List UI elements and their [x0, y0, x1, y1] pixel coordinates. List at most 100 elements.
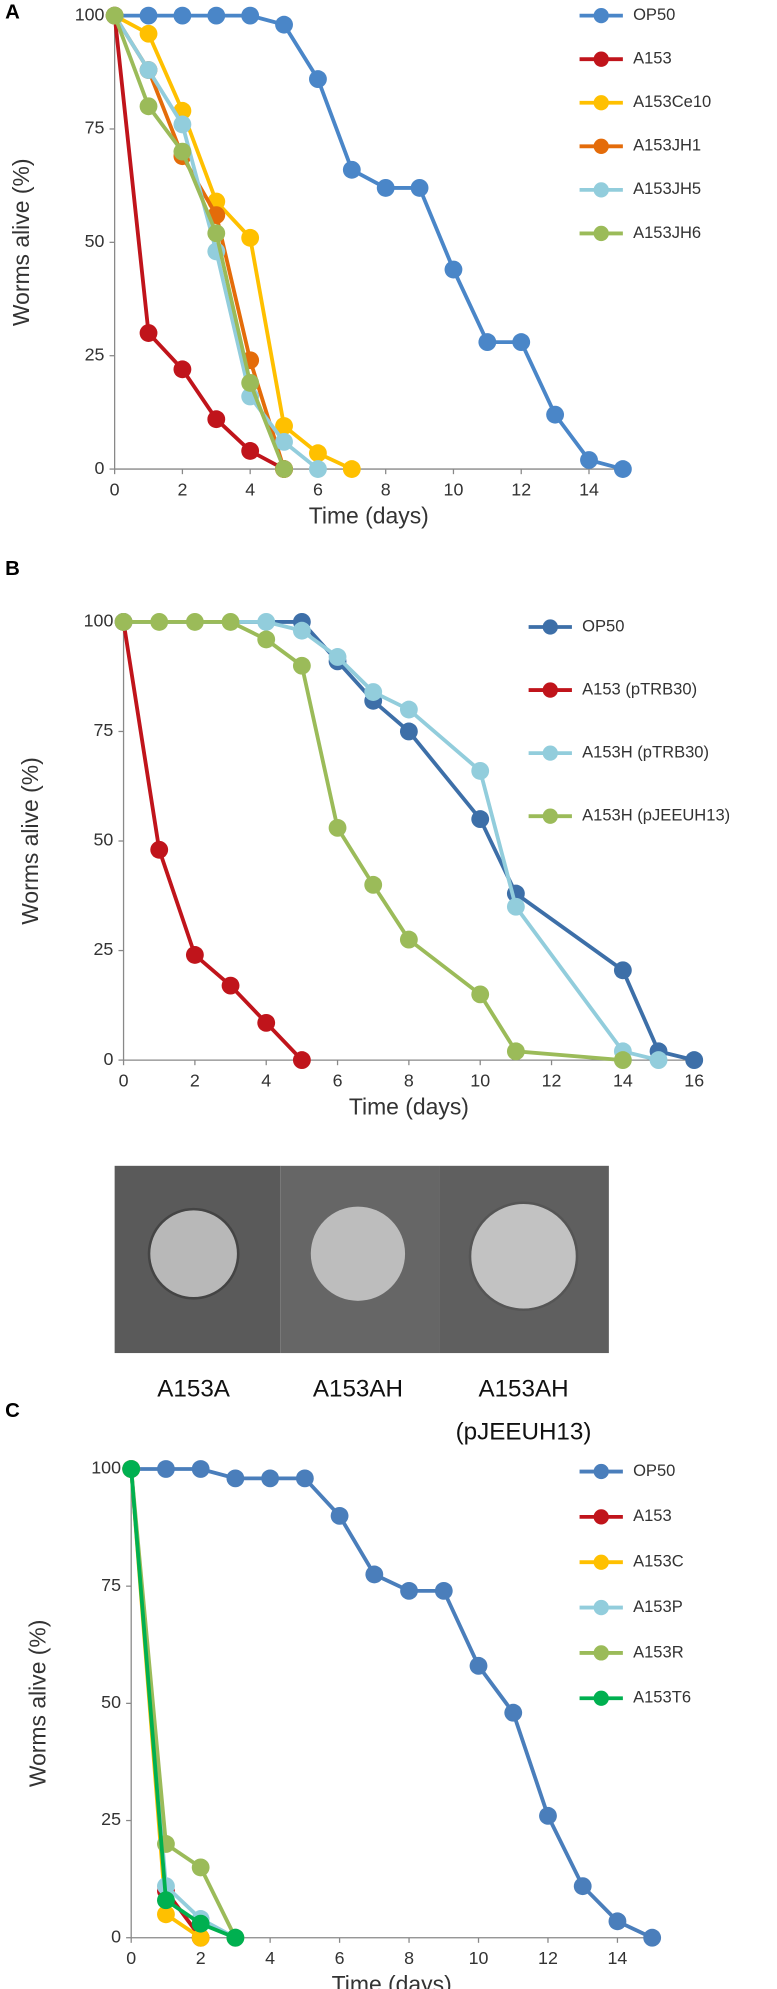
data-point	[191, 1914, 210, 1933]
series	[122, 1460, 245, 1947]
legend-label: A153 (pTRB30)	[582, 679, 697, 698]
data-point	[257, 1013, 276, 1032]
series	[122, 1460, 245, 1947]
data-point	[504, 1703, 523, 1722]
legend-label: A153T6	[633, 1688, 691, 1707]
colony	[468, 1201, 579, 1312]
data-point	[191, 1460, 210, 1478]
series	[105, 6, 293, 478]
x-tick-label: 14	[579, 479, 599, 499]
data-point	[295, 1469, 314, 1488]
data-point	[309, 444, 327, 463]
y-axis-title: Worms alive (%)	[8, 159, 34, 327]
data-point	[364, 875, 383, 894]
data-point	[105, 6, 124, 25]
legend-marker	[593, 95, 609, 111]
data-point	[613, 961, 632, 980]
data-point	[399, 700, 418, 719]
data-point	[226, 1928, 245, 1947]
data-point	[512, 333, 531, 352]
data-point	[685, 1051, 704, 1070]
data-point	[275, 15, 293, 34]
data-point	[257, 630, 276, 649]
data-point	[365, 1565, 384, 1584]
x-tick-label: 8	[404, 1070, 414, 1090]
data-point	[309, 70, 327, 89]
legend-label: A153H (pJEEUH13)	[582, 806, 730, 825]
x-tick-label: 12	[511, 479, 531, 499]
data-point	[157, 1460, 175, 1478]
legend-marker	[593, 225, 609, 242]
legend-marker	[593, 138, 609, 154]
legend-label: A153JH5	[633, 179, 701, 198]
x-tick-label: 14	[608, 1948, 628, 1968]
photo-label: (pJEEUH13)	[456, 1419, 592, 1446]
x-tick-label: 8	[404, 1948, 414, 1968]
legend-label: A153P	[633, 1597, 683, 1616]
legend-marker	[593, 1509, 609, 1525]
photo-label: A153AH	[478, 1375, 568, 1402]
legend-marker	[593, 1599, 609, 1616]
series	[122, 1460, 245, 1947]
x-tick-label: 4	[261, 1070, 271, 1090]
data-point	[608, 1912, 627, 1931]
data-point	[506, 1042, 525, 1061]
data-point	[399, 722, 418, 741]
data-point	[173, 6, 192, 25]
data-point	[139, 97, 158, 116]
data-point	[221, 976, 240, 995]
y-tick-label: 100	[75, 4, 105, 24]
data-point	[471, 985, 490, 1004]
colony	[147, 1207, 240, 1300]
x-tick-label: 8	[381, 479, 391, 499]
y-tick-label: 100	[91, 1458, 121, 1478]
x-axis-title: Time (days)	[309, 503, 429, 529]
data-point	[400, 1581, 418, 1600]
data-point	[573, 1877, 592, 1896]
data-point	[257, 613, 276, 631]
data-point	[157, 1891, 175, 1910]
data-point	[139, 324, 158, 342]
data-point	[328, 648, 347, 666]
data-point	[173, 360, 192, 379]
data-point	[241, 228, 260, 247]
legend-marker	[593, 51, 609, 67]
legend-label: OP50	[633, 1461, 675, 1480]
legend-label: OP50	[633, 5, 675, 24]
data-point	[207, 410, 226, 429]
legend-marker	[593, 182, 609, 198]
data-point	[122, 1460, 141, 1478]
x-axis-title: Time (days)	[349, 1094, 469, 1120]
legend-marker	[542, 808, 558, 824]
data-point	[613, 460, 632, 478]
data-point	[191, 1928, 210, 1947]
data-point	[241, 6, 260, 25]
x-axis-title: Time (days)	[332, 1971, 452, 1989]
data-point	[185, 613, 204, 631]
data-point	[309, 460, 327, 478]
legend-label: A153JH1	[633, 136, 701, 155]
data-point	[328, 818, 347, 837]
data-point	[469, 1656, 488, 1675]
legend-label: A153JH6	[633, 223, 701, 242]
y-tick-label: 50	[85, 231, 105, 251]
y-tick-label: 0	[103, 1049, 113, 1069]
y-tick-label: 0	[111, 1926, 121, 1946]
series	[114, 613, 311, 1070]
legend-label: A153	[633, 49, 672, 68]
data-point	[275, 432, 293, 451]
legend-label: A153R	[633, 1642, 684, 1661]
series-line	[123, 620, 659, 1062]
series	[122, 1460, 662, 1947]
y-axis-title: Worms alive (%)	[25, 1620, 51, 1788]
data-point	[226, 1469, 245, 1488]
legend-marker	[542, 619, 558, 635]
x-tick-label: 2	[190, 1070, 200, 1090]
y-tick-label: 25	[85, 344, 105, 364]
data-point	[434, 1581, 453, 1600]
x-tick-label: 0	[119, 1070, 129, 1090]
x-tick-label: 2	[177, 479, 187, 499]
legend-label: A153H (pTRB30)	[582, 742, 709, 761]
x-tick-label: 16	[684, 1070, 704, 1090]
data-point	[207, 6, 226, 25]
